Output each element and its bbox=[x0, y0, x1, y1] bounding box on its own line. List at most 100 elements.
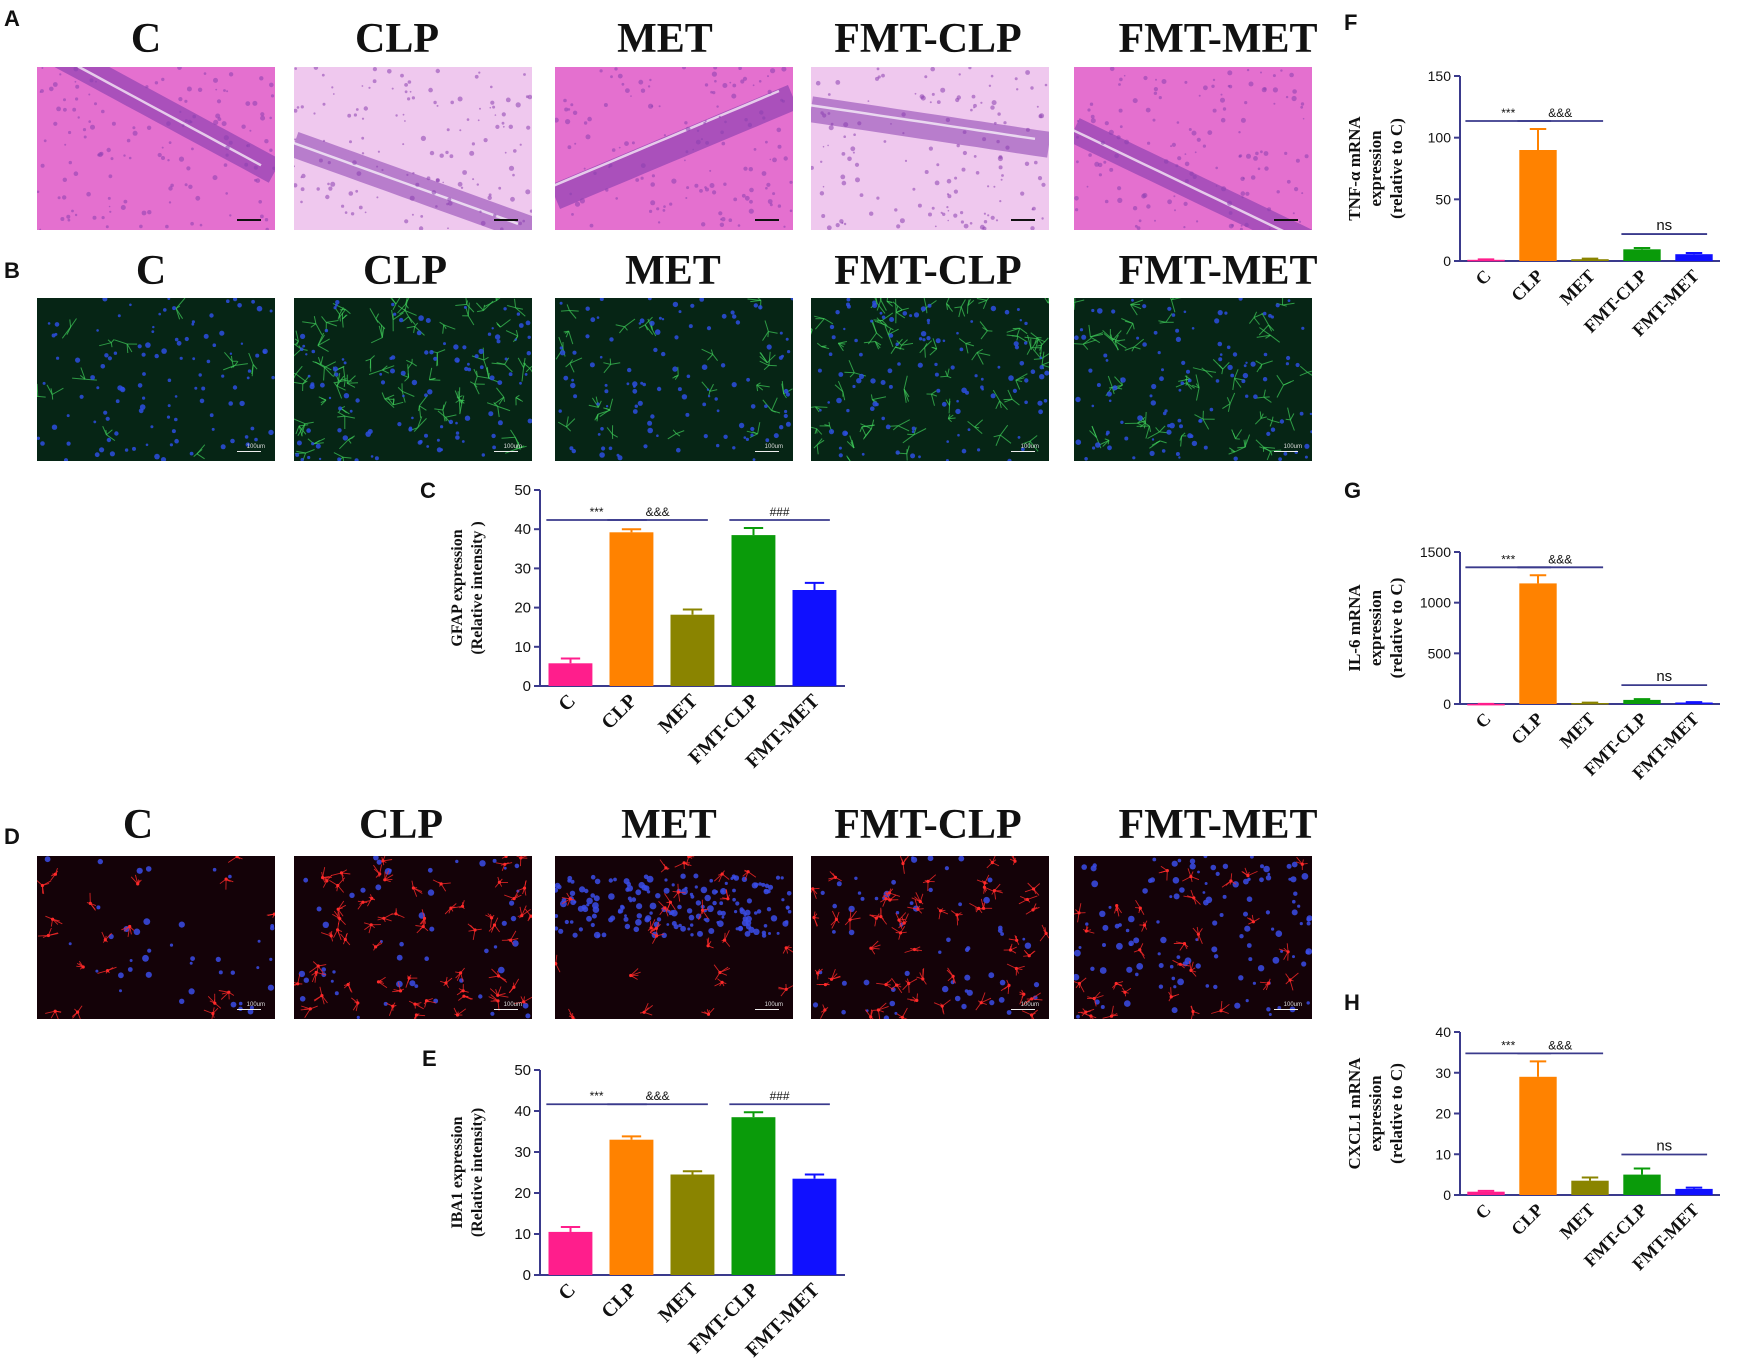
panel-letter-g: G bbox=[1344, 478, 1362, 503]
row-b-label-fmt-clp: FMT-CLP bbox=[834, 248, 1022, 294]
row-a-label-c: C bbox=[130, 16, 162, 62]
x-tick-label-e-2: MET bbox=[654, 1279, 702, 1327]
y-axis-label-h-1: expression bbox=[1366, 1075, 1385, 1152]
y-axis-label-h-2: (relative to C) bbox=[1387, 1063, 1406, 1164]
y-tick-label-e-5: 50 bbox=[514, 1062, 531, 1079]
micrograph-b-fmt-clp: 100um bbox=[811, 298, 1049, 461]
bar-e-c bbox=[548, 1231, 593, 1275]
row-d-label-fmt-met: FMT-MET bbox=[1118, 802, 1318, 848]
bar-g-fmt-clp bbox=[1623, 699, 1661, 704]
bar-g-clp bbox=[1519, 583, 1557, 704]
panel-letter-d: D bbox=[4, 824, 20, 849]
panel-letter-e: E bbox=[422, 1046, 437, 1071]
significance-label-g-0: *** bbox=[1501, 552, 1515, 566]
significance-label-h-1: &&& bbox=[1548, 1038, 1572, 1052]
y-tick-label-g-3: 1500 bbox=[1420, 544, 1451, 560]
y-tick-label-h-1: 10 bbox=[1435, 1146, 1451, 1162]
bar-e-clp bbox=[609, 1139, 654, 1275]
y-tick-label-h-2: 20 bbox=[1435, 1106, 1451, 1122]
row-d-label-met: MET bbox=[621, 802, 717, 848]
bar-f-c bbox=[1467, 259, 1505, 262]
y-tick-label-c-1: 10 bbox=[514, 639, 531, 656]
panel-letter-f: F bbox=[1344, 10, 1358, 35]
bar-h-fmt-met bbox=[1675, 1188, 1713, 1195]
micrograph-b-met: 100um bbox=[555, 298, 793, 461]
x-tick-label-f-0: C bbox=[1471, 266, 1494, 289]
y-tick-label-f-2: 100 bbox=[1428, 130, 1452, 146]
significance-label-e-0: *** bbox=[590, 1089, 604, 1103]
x-tick-label-f-2: MET bbox=[1556, 266, 1599, 309]
y-tick-label-f-0: 0 bbox=[1443, 253, 1451, 269]
micrograph-d-fmt-met: 100um bbox=[1074, 856, 1312, 1019]
y-axis-label-g-2: (relative to C) bbox=[1387, 578, 1406, 679]
row-a-label-fmt-met: FMT-MET bbox=[1118, 16, 1318, 62]
x-tick-label-g-1: CLP bbox=[1507, 709, 1547, 749]
micrograph-a-fmt-met bbox=[1074, 67, 1312, 230]
x-tick-label-c-1: CLP bbox=[597, 690, 641, 734]
significance-label-c-1: &&& bbox=[646, 505, 670, 519]
micrograph-a-fmt-clp bbox=[811, 67, 1049, 230]
y-tick-label-c-4: 40 bbox=[514, 521, 531, 538]
bar-e-fmt-met bbox=[792, 1178, 837, 1275]
x-tick-label-h-1: CLP bbox=[1507, 1200, 1547, 1240]
y-tick-label-g-0: 0 bbox=[1443, 696, 1451, 712]
bar-c-clp bbox=[609, 532, 654, 686]
significance-label-f-2: ns bbox=[1656, 217, 1672, 234]
y-axis-label-e-0: IBA1 expression bbox=[449, 1116, 466, 1228]
y-tick-label-e-0: 0 bbox=[523, 1267, 531, 1284]
significance-label-c-2: ### bbox=[770, 505, 790, 519]
y-tick-label-f-3: 150 bbox=[1428, 68, 1452, 84]
significance-label-f-0: *** bbox=[1501, 106, 1515, 120]
bar-c-c bbox=[548, 663, 593, 686]
x-tick-label-h-2: MET bbox=[1556, 1200, 1599, 1243]
bar-h-fmt-clp bbox=[1623, 1174, 1661, 1195]
panel-letter-a: A bbox=[4, 6, 20, 31]
bar-chart-h: 0 10 20 30 40 CXCL1 mRNA expression (relative t… bbox=[1345, 1024, 1720, 1274]
y-axis-label-e-1: (Relative intensity) bbox=[469, 1108, 486, 1237]
y-axis-label-f-0: TNF-α mRNA bbox=[1345, 116, 1364, 221]
x-tick-label-h-0: C bbox=[1471, 1200, 1494, 1223]
row-a-label-met: MET bbox=[617, 16, 713, 62]
bar-c-fmt-clp bbox=[731, 535, 776, 686]
bar-c-met bbox=[670, 614, 715, 686]
significance-label-g-1: &&& bbox=[1548, 552, 1572, 566]
y-tick-label-h-4: 40 bbox=[1435, 1024, 1451, 1040]
row-d-label-c: C bbox=[122, 802, 154, 848]
x-tick-label-c-0: C bbox=[554, 690, 580, 716]
y-tick-label-c-2: 20 bbox=[514, 600, 531, 617]
x-tick-label-e-0: C bbox=[554, 1279, 580, 1305]
y-axis-label-g-1: expression bbox=[1366, 589, 1385, 666]
panel-letter-c: C bbox=[420, 478, 436, 503]
x-tick-label-c-2: MET bbox=[654, 690, 702, 738]
micrograph-a-clp bbox=[294, 67, 532, 230]
y-tick-label-c-3: 30 bbox=[514, 560, 531, 577]
bar-e-fmt-clp bbox=[731, 1117, 776, 1275]
bar-f-met bbox=[1571, 259, 1609, 261]
micrograph-d-c: 100um bbox=[37, 856, 275, 1019]
bar-chart-c: 0 10 20 30 40 50 GFAP expression (Relative inte… bbox=[449, 482, 845, 773]
row-a-label-fmt-clp: FMT-CLP bbox=[834, 16, 1022, 62]
micrograph-b-fmt-met: 100um bbox=[1074, 298, 1312, 461]
bar-chart-f: 0 50 100 150 TNF-α mRNA expression (relative t… bbox=[1345, 68, 1720, 340]
x-tick-label-g-0: C bbox=[1471, 709, 1494, 732]
bar-chart-g: 0 500 1000 1500 IL-6 mRNA expression (relative… bbox=[1345, 544, 1720, 783]
significance-label-h-0: *** bbox=[1501, 1038, 1515, 1052]
row-b-label-clp: CLP bbox=[363, 248, 447, 294]
panel-letter-h: H bbox=[1344, 990, 1360, 1015]
panel-letter-b: B bbox=[4, 258, 20, 283]
y-tick-label-g-2: 1000 bbox=[1420, 595, 1451, 611]
significance-label-f-1: &&& bbox=[1548, 106, 1572, 120]
bar-chart-e: 0 10 20 30 40 50 IBA1 expression (Relative inte… bbox=[449, 1062, 845, 1362]
row-b-label-met: MET bbox=[625, 248, 721, 294]
micrograph-b-c: 100um bbox=[37, 298, 275, 461]
micrograph-a-c bbox=[37, 67, 275, 230]
bar-f-fmt-met bbox=[1675, 254, 1713, 261]
y-axis-label-f-1: expression bbox=[1366, 130, 1385, 207]
y-tick-label-f-1: 50 bbox=[1435, 191, 1451, 207]
x-tick-label-f-1: CLP bbox=[1507, 266, 1547, 306]
bar-h-clp bbox=[1519, 1076, 1557, 1195]
y-axis-label-h-0: CXCL1 mRNA bbox=[1345, 1057, 1364, 1170]
row-b-label-c: C bbox=[135, 248, 167, 294]
significance-label-c-0: *** bbox=[590, 505, 604, 519]
y-axis-label-c-0: GFAP expression bbox=[449, 529, 466, 646]
